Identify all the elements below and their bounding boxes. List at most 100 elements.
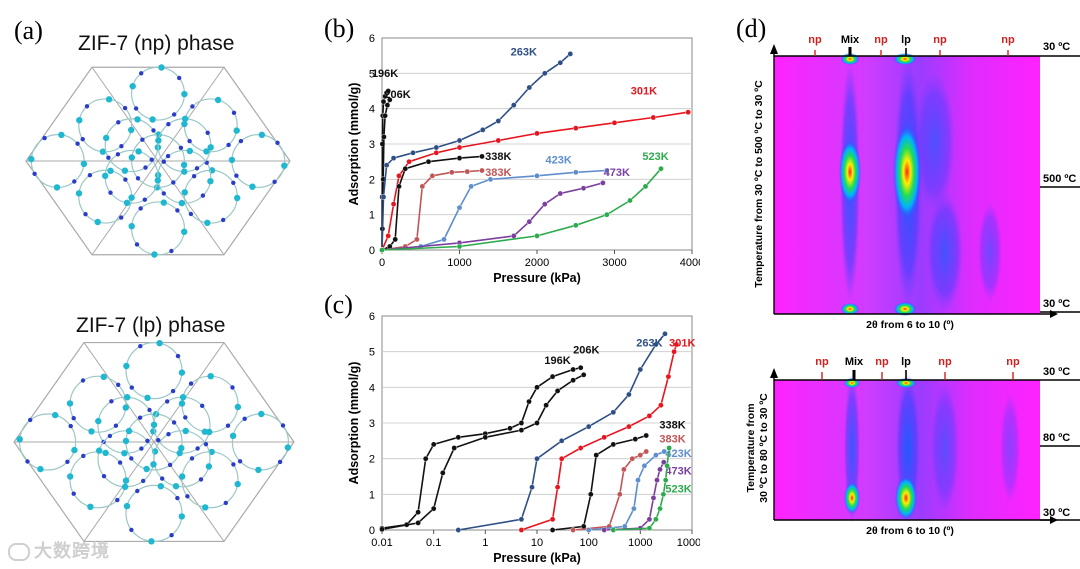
data-point: [456, 155, 463, 161]
framework-atom: [42, 135, 47, 141]
framework-atom: [72, 179, 77, 184]
framework-atom: [119, 215, 124, 220]
watermark: 大数跨境: [8, 537, 110, 563]
x-tick-label: 0.1: [426, 537, 441, 549]
data-point: [455, 434, 462, 441]
data-point: [572, 222, 579, 229]
data-point: [392, 236, 398, 243]
data-point: [660, 491, 667, 498]
data-point: [626, 423, 632, 430]
series-label: 263K: [511, 47, 537, 59]
framework-atom: [150, 461, 157, 468]
data-point: [557, 190, 564, 197]
data-point: [632, 436, 639, 442]
framework-atom: [135, 176, 141, 181]
adsorption-chart-log: 0 1 2 3 4 5 6 0.01 0.1 1 10 100 1000 10000 Pressure (k…: [347, 311, 700, 565]
series-line: [381, 374, 585, 531]
framework-atom: [207, 178, 214, 185]
data-point: [587, 491, 594, 498]
data-point: [518, 527, 525, 533]
series-label: 263K: [636, 337, 662, 349]
data-point: [526, 218, 533, 225]
framework-atom: [139, 446, 144, 451]
series-label: 423K: [665, 448, 691, 460]
framework-atom: [234, 480, 241, 488]
framework-atom: [166, 122, 171, 127]
framework-atom: [107, 167, 114, 174]
data-point: [449, 169, 455, 176]
framework-atom: [80, 160, 88, 167]
data-point: [557, 59, 564, 66]
data-point: [510, 102, 517, 108]
series-label: 473K: [604, 167, 630, 179]
series-line: [588, 450, 665, 531]
framework-atom: [143, 165, 148, 170]
data-point: [414, 236, 420, 243]
framework-atom: [150, 421, 158, 428]
series-label: 338K: [485, 151, 511, 163]
svg-text:np: np: [1006, 356, 1020, 368]
framework-ring: [130, 66, 185, 121]
framework-atom: [99, 148, 107, 155]
framework-atom: [178, 369, 186, 376]
x-tick-label: 10: [531, 537, 543, 549]
framework-atom: [83, 212, 88, 217]
series-line: [381, 168, 662, 251]
framework-atom: [101, 474, 107, 479]
framework-atom: [179, 473, 186, 480]
framework-atom: [115, 152, 121, 157]
framework-atom: [113, 423, 119, 428]
data-point: [410, 150, 416, 156]
data-point: [518, 420, 525, 426]
xrd-heatmap-top: np Mix np lp np np 30 ºC 500 ºC 30 ºC Te…: [753, 34, 1080, 331]
svg-text:Mix: Mix: [845, 356, 864, 368]
framework-atom: [234, 194, 241, 202]
framework-atom: [205, 463, 213, 470]
framework-atom: [148, 538, 155, 545]
framework-atom: [28, 155, 35, 163]
data-point: [541, 201, 548, 207]
series-label: 523K: [642, 151, 668, 163]
framework-atom: [165, 399, 170, 404]
series-line: [521, 344, 678, 531]
framework-atom: [37, 465, 44, 473]
data-point: [642, 183, 649, 190]
data-point: [554, 484, 561, 490]
framework-atom: [80, 137, 85, 142]
svg-text:np: np: [875, 356, 889, 368]
framework-atom: [134, 116, 141, 123]
framework-atom: [275, 140, 280, 145]
series-label: 301K: [669, 337, 695, 349]
data-point: [415, 509, 421, 515]
watermark-icon: [8, 543, 30, 562]
data-point: [518, 516, 525, 523]
y-tick-label: 2: [369, 454, 375, 466]
framework-atom: [25, 459, 30, 464]
framework-ring: [125, 484, 183, 542]
framework-atom: [203, 442, 209, 447]
framework-atom: [181, 228, 188, 235]
data-point: [601, 434, 608, 441]
y-tick-label: 5: [369, 68, 375, 80]
framework-atom: [160, 199, 167, 206]
data-point: [577, 364, 584, 371]
framework-atom: [181, 115, 189, 122]
y-tick-label: 5: [369, 347, 375, 359]
data-point: [385, 233, 392, 239]
framework-atom: [147, 407, 152, 413]
framework-atom: [183, 415, 188, 420]
framework-atom: [109, 399, 114, 404]
framework-atom: [179, 394, 187, 401]
data-point: [456, 204, 463, 211]
x-tick-label: 100: [579, 537, 597, 549]
framework-atom: [88, 428, 95, 435]
framework-atom: [181, 90, 188, 98]
series-line: [381, 182, 604, 251]
framework-atom: [133, 106, 139, 111]
y-tick-label: 0: [369, 245, 375, 257]
framework-atom: [116, 382, 121, 387]
series-206K: 206K: [379, 344, 600, 533]
framework-atom: [32, 171, 37, 176]
data-point: [440, 470, 446, 476]
data-point: [635, 477, 641, 483]
